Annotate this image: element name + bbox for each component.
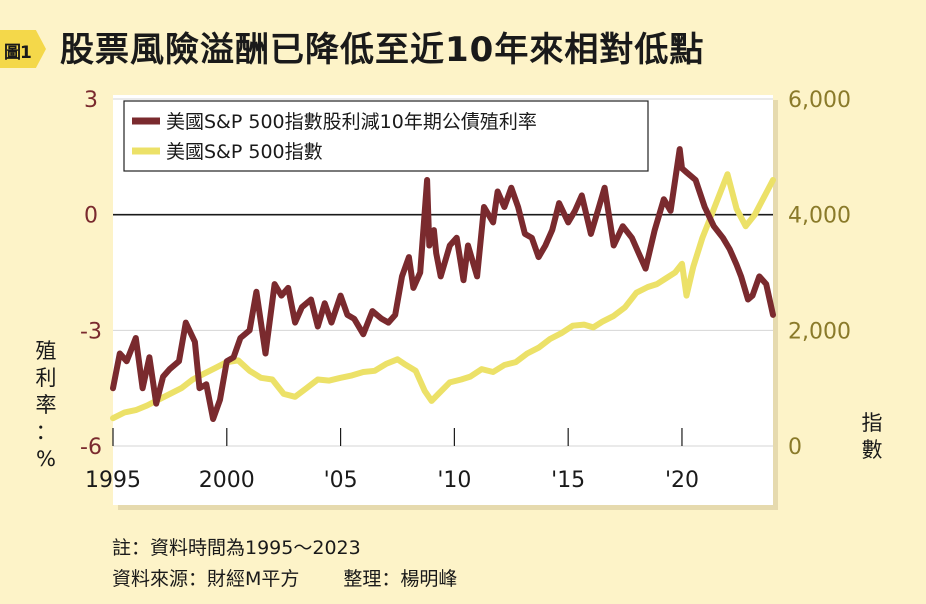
left-tick-label-1: 0 [84,204,98,229]
axis-labels: 殖利率 ：% 指數 [36,339,883,471]
left-tick-label-2: -3 [80,319,102,344]
right-axis-label-char: 數 [862,438,883,462]
x-tick-label-2: '05 [324,468,358,493]
x-tick-label-5: '20 [665,468,699,493]
x-tick-label-4: '15 [551,468,585,493]
note-period: 註：資料時間為1995～2023 [112,537,361,559]
series-lines [110,146,776,422]
left-tick-label-0: 3 [84,88,98,113]
note-source-line: 資料來源：財經M平方 整理：楊明峰 [112,564,457,591]
left-axis-label-char: 殖 [36,339,57,363]
x-axis-ticks: 1995 2000 '05 '10 '15 '20 [85,428,699,493]
note-editor: 整理：楊明峰 [343,568,458,590]
x-tick-label-0: 1995 [85,468,141,493]
legend-box [123,100,649,172]
left-axis-ticks: 3 0 -3 -6 [80,88,102,460]
legend-label-1: 美國S&P 500指數 [166,141,323,163]
left-axis-label-char: ： [36,420,57,444]
left-axis-label-char: % [36,447,56,471]
left-tick-label-3: -6 [80,435,102,460]
left-axis-label-char: 率 [36,393,57,417]
series-line-sp500-index [110,171,776,422]
left-axis-label-char: 利 [36,366,57,390]
x-tick-label-1: 2000 [199,468,255,493]
right-axis-ticks: 6,000 4,000 2,000 0 [788,88,851,460]
legend-label-0: 美國S&P 500指數股利減10年期公債殖利率 [166,111,537,133]
right-tick-label-0: 6,000 [788,88,851,113]
figure-title: 股票風險溢酬已降低至近10年來相對低點 [60,30,705,70]
series-line-yield-spread [110,146,776,422]
figure-label: 圖1 [4,43,32,63]
right-tick-label-2: 2,000 [788,319,851,344]
grid [113,98,773,447]
right-tick-label-1: 4,000 [788,204,851,229]
right-axis-label-char: 指 [862,411,883,435]
right-tick-label-3: 0 [788,435,802,460]
figure-badge [0,30,46,68]
x-tick-label-3: '10 [437,468,471,493]
note-source: 資料來源：財經M平方 [112,568,300,590]
